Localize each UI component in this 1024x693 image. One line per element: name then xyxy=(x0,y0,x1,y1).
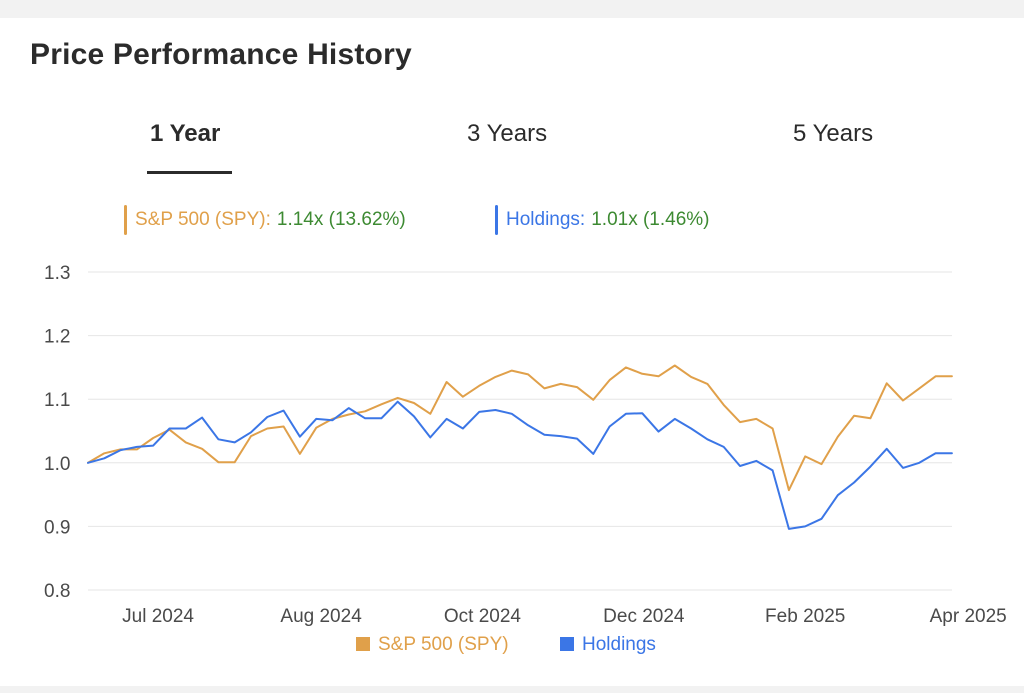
y-tick-label: 0.9 xyxy=(44,517,70,538)
legend-swatch-holdings xyxy=(560,636,574,651)
chart-card xyxy=(0,18,1024,686)
tab-1-year[interactable]: 1 Year xyxy=(150,120,221,147)
legend-swatch-spy xyxy=(356,636,370,651)
legend-item-spy[interactable]: S&P 500 (SPY) xyxy=(356,634,509,656)
series-lines xyxy=(87,364,953,530)
x-tick-label: Oct 2024 xyxy=(444,606,522,627)
performance-summary: S&P 500 (SPY): 1.14x (13.62%) Holdings: 1.… xyxy=(0,205,1024,235)
summary-holdings-label: Holdings: xyxy=(506,209,586,230)
y-tick-label: 1.1 xyxy=(44,390,70,411)
holdings-color-marker xyxy=(495,205,498,235)
spy-color-marker xyxy=(124,205,127,235)
legend-item-holdings[interactable]: Holdings xyxy=(560,634,656,656)
active-tab-indicator xyxy=(147,171,232,174)
summary-spy: S&P 500 (SPY): 1.14x (13.62%) xyxy=(124,205,406,235)
summary-spy-label: S&P 500 (SPY): xyxy=(135,209,271,230)
x-axis-ticks: Jul 2024 Aug 2024 Oct 2024 Dec 2024 Feb 2025… xyxy=(122,606,1007,627)
x-tick-label: Apr 2025 xyxy=(930,606,1007,627)
legend-label-holdings: Holdings xyxy=(582,634,656,655)
tab-5-years[interactable]: 5 Years xyxy=(793,120,874,147)
summary-holdings: Holdings: 1.01x (1.46%) xyxy=(495,205,710,235)
y-tick-label: 1.0 xyxy=(44,454,70,475)
summary-spy-value: 1.14x (13.62%) xyxy=(276,209,406,230)
y-axis-ticks: 1.3 1.2 1.1 1.0 0.9 0.8 xyxy=(44,263,70,602)
legend-label-spy: S&P 500 (SPY) xyxy=(378,634,509,655)
y-tick-label: 1.3 xyxy=(44,263,70,284)
series-line-holdings xyxy=(87,400,953,530)
x-tick-label: Dec 2024 xyxy=(603,606,685,627)
x-tick-label: Jul 2024 xyxy=(122,606,194,627)
x-tick-label: Feb 2025 xyxy=(765,606,845,627)
period-tabs: 1 Year 3 Years 5 Years xyxy=(0,120,1024,180)
x-tick-label: Aug 2024 xyxy=(280,606,362,627)
series-line-spy xyxy=(87,364,953,492)
y-tick-label: 1.2 xyxy=(44,327,70,348)
page-title: Price Performance History xyxy=(30,38,412,71)
tab-3-years[interactable]: 3 Years xyxy=(467,120,548,147)
gridlines xyxy=(88,271,952,591)
summary-holdings-value: 1.01x (1.46%) xyxy=(591,209,710,230)
y-tick-label: 0.8 xyxy=(44,581,70,602)
